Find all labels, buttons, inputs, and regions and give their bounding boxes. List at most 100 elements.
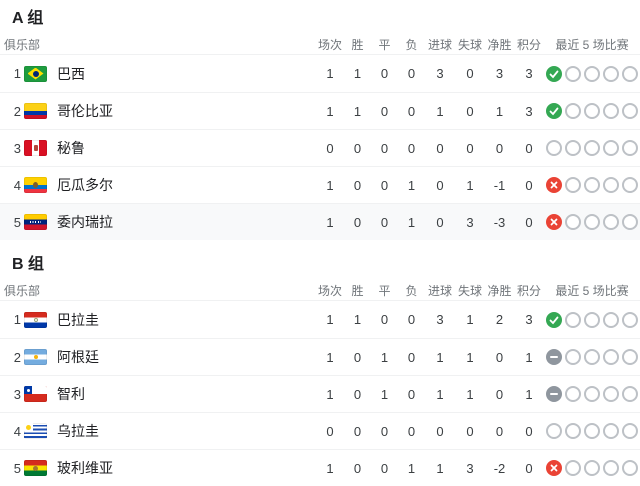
team-flag-cell <box>24 140 52 156</box>
team-name[interactable]: 玻利维亚 <box>57 460 113 476</box>
empty-result-icon <box>603 423 619 439</box>
stat-goals-against: 1 <box>466 386 474 402</box>
last5-results <box>544 177 640 193</box>
team-name[interactable]: 智利 <box>57 386 85 402</box>
flag-venezuela-icon <box>24 214 47 230</box>
stat-draws: 0 <box>380 423 389 439</box>
stat-goals-for: 0 <box>436 423 444 439</box>
column-header-goal-diff: 净胜 <box>487 37 512 52</box>
stat-draws: 0 <box>380 312 389 327</box>
empty-result-icon <box>565 140 581 156</box>
empty-result-icon <box>603 140 619 156</box>
team-name[interactable]: 乌拉圭 <box>57 423 99 439</box>
table-row[interactable]: 5 委内瑞拉 1 0 0 1 0 3 -3 0 <box>0 203 640 240</box>
table-row[interactable]: 3 智利 1 0 1 0 1 1 0 1 <box>0 375 640 412</box>
team-flag-cell <box>24 460 52 476</box>
empty-result-icon <box>584 214 600 230</box>
stat-draws: 1 <box>380 386 389 402</box>
stat-goal-diff: 0 <box>495 140 504 156</box>
team-name[interactable]: 委内瑞拉 <box>57 214 113 230</box>
stat-goal-diff: 0 <box>495 423 504 439</box>
flag-paraguay-icon <box>24 311 47 328</box>
table-header: 俱乐部 场次 胜 平 负 进球 失球 净胜 积分 最近 5 场比赛 <box>0 280 640 301</box>
last5-results <box>544 386 640 402</box>
column-header-draws: 平 <box>378 37 391 52</box>
table-row[interactable]: 2 哥伦比亚 1 1 0 0 1 0 1 3 <box>0 92 640 129</box>
rank: 5 <box>13 460 21 476</box>
empty-result-icon <box>584 311 600 328</box>
stat-goals-against: 1 <box>466 312 474 327</box>
team-name[interactable]: 秘鲁 <box>57 140 85 156</box>
stat-wins: 0 <box>353 460 362 476</box>
stat-wins: 1 <box>353 103 362 119</box>
table-row[interactable]: 1 巴拉圭 1 1 0 0 3 1 2 3 <box>0 301 640 338</box>
column-header-played: 场次 <box>317 283 342 298</box>
group-b-rows: 1 巴拉圭 1 1 0 0 3 1 2 3 2 阿根廷 1 0 1 0 1 1 0 1 3 智利 1 0 1 0 1 1 0 1 4 乌拉圭 0… <box>0 301 640 486</box>
stat-goal-diff: 2 <box>495 312 504 327</box>
team-flag-cell <box>24 65 52 82</box>
stat-points: 1 <box>525 386 533 402</box>
last5-results <box>544 423 640 439</box>
empty-result-icon <box>565 460 581 476</box>
last5-results <box>544 311 640 328</box>
table-row[interactable]: 2 阿根廷 1 0 1 0 1 1 0 1 <box>0 338 640 375</box>
stat-wins: 1 <box>353 66 362 81</box>
group-a-rows: 1 巴西 1 1 0 0 3 0 3 3 2 哥伦比亚 1 1 0 0 1 0 1 3 3 秘鲁 0 0 0 0 0 0 0 0 4 厄瓜多尔… <box>0 55 640 240</box>
empty-result-icon <box>565 349 581 365</box>
empty-result-icon <box>565 311 581 328</box>
stat-points: 0 <box>525 460 533 476</box>
column-header-played: 场次 <box>317 37 342 52</box>
team-name[interactable]: 巴拉圭 <box>57 311 99 328</box>
team-name[interactable]: 厄瓜多尔 <box>57 177 113 193</box>
last5-results <box>544 140 640 156</box>
empty-result-icon <box>584 349 600 365</box>
column-header-goals-for: 进球 <box>427 37 452 52</box>
last5-results <box>544 103 640 119</box>
rank: 3 <box>13 386 21 402</box>
stat-goals-for: 1 <box>436 460 444 476</box>
stat-draws: 0 <box>380 177 389 193</box>
stat-played: 0 <box>326 140 334 156</box>
stat-goals-for: 1 <box>436 349 444 365</box>
stat-losses: 0 <box>407 103 416 119</box>
stat-played: 0 <box>326 423 334 439</box>
empty-result-icon <box>622 214 638 230</box>
table-row[interactable]: 5 玻利维亚 1 0 0 1 1 3 -2 0 <box>0 449 640 486</box>
team-name[interactable]: 巴西 <box>57 65 85 82</box>
stat-goals-for: 1 <box>436 386 444 402</box>
loss-result-icon <box>546 177 562 193</box>
table-row[interactable]: 1 巴西 1 1 0 0 3 0 3 3 <box>0 55 640 92</box>
stat-wins: 0 <box>353 140 362 156</box>
stat-losses: 0 <box>407 423 416 439</box>
column-header-goal-diff: 净胜 <box>487 283 512 298</box>
table-row[interactable]: 4 厄瓜多尔 1 0 0 1 0 1 -1 0 <box>0 166 640 203</box>
table-row[interactable]: 3 秘鲁 0 0 0 0 0 0 0 0 <box>0 129 640 166</box>
empty-result-icon <box>584 386 600 402</box>
team-name[interactable]: 哥伦比亚 <box>57 103 113 119</box>
stat-losses: 0 <box>407 66 416 81</box>
empty-result-icon <box>603 214 619 230</box>
stat-played: 1 <box>326 66 334 81</box>
column-header-last5: 最近 5 场比赛 <box>555 283 629 298</box>
stat-wins: 0 <box>353 423 362 439</box>
stat-points: 3 <box>525 312 533 327</box>
stat-draws: 0 <box>380 214 389 230</box>
stat-draws: 0 <box>380 460 389 476</box>
stat-played: 1 <box>326 214 334 230</box>
stat-goals-against: 3 <box>466 460 474 476</box>
table-row[interactable]: 4 乌拉圭 0 0 0 0 0 0 0 0 <box>0 412 640 449</box>
stat-draws: 0 <box>380 103 389 119</box>
stat-draws: 0 <box>380 66 389 81</box>
stat-played: 1 <box>326 312 334 327</box>
empty-result-icon <box>622 103 638 119</box>
empty-result-icon <box>622 177 638 193</box>
team-name[interactable]: 阿根廷 <box>57 349 99 365</box>
stat-points: 3 <box>525 103 533 119</box>
last5-results <box>544 349 640 365</box>
stat-goal-diff: -3 <box>493 214 506 230</box>
column-header-losses: 负 <box>405 37 418 52</box>
last5-results <box>544 460 640 476</box>
stat-goals-for: 0 <box>436 177 444 193</box>
rank: 2 <box>13 349 21 365</box>
column-header-draws: 平 <box>378 283 391 298</box>
